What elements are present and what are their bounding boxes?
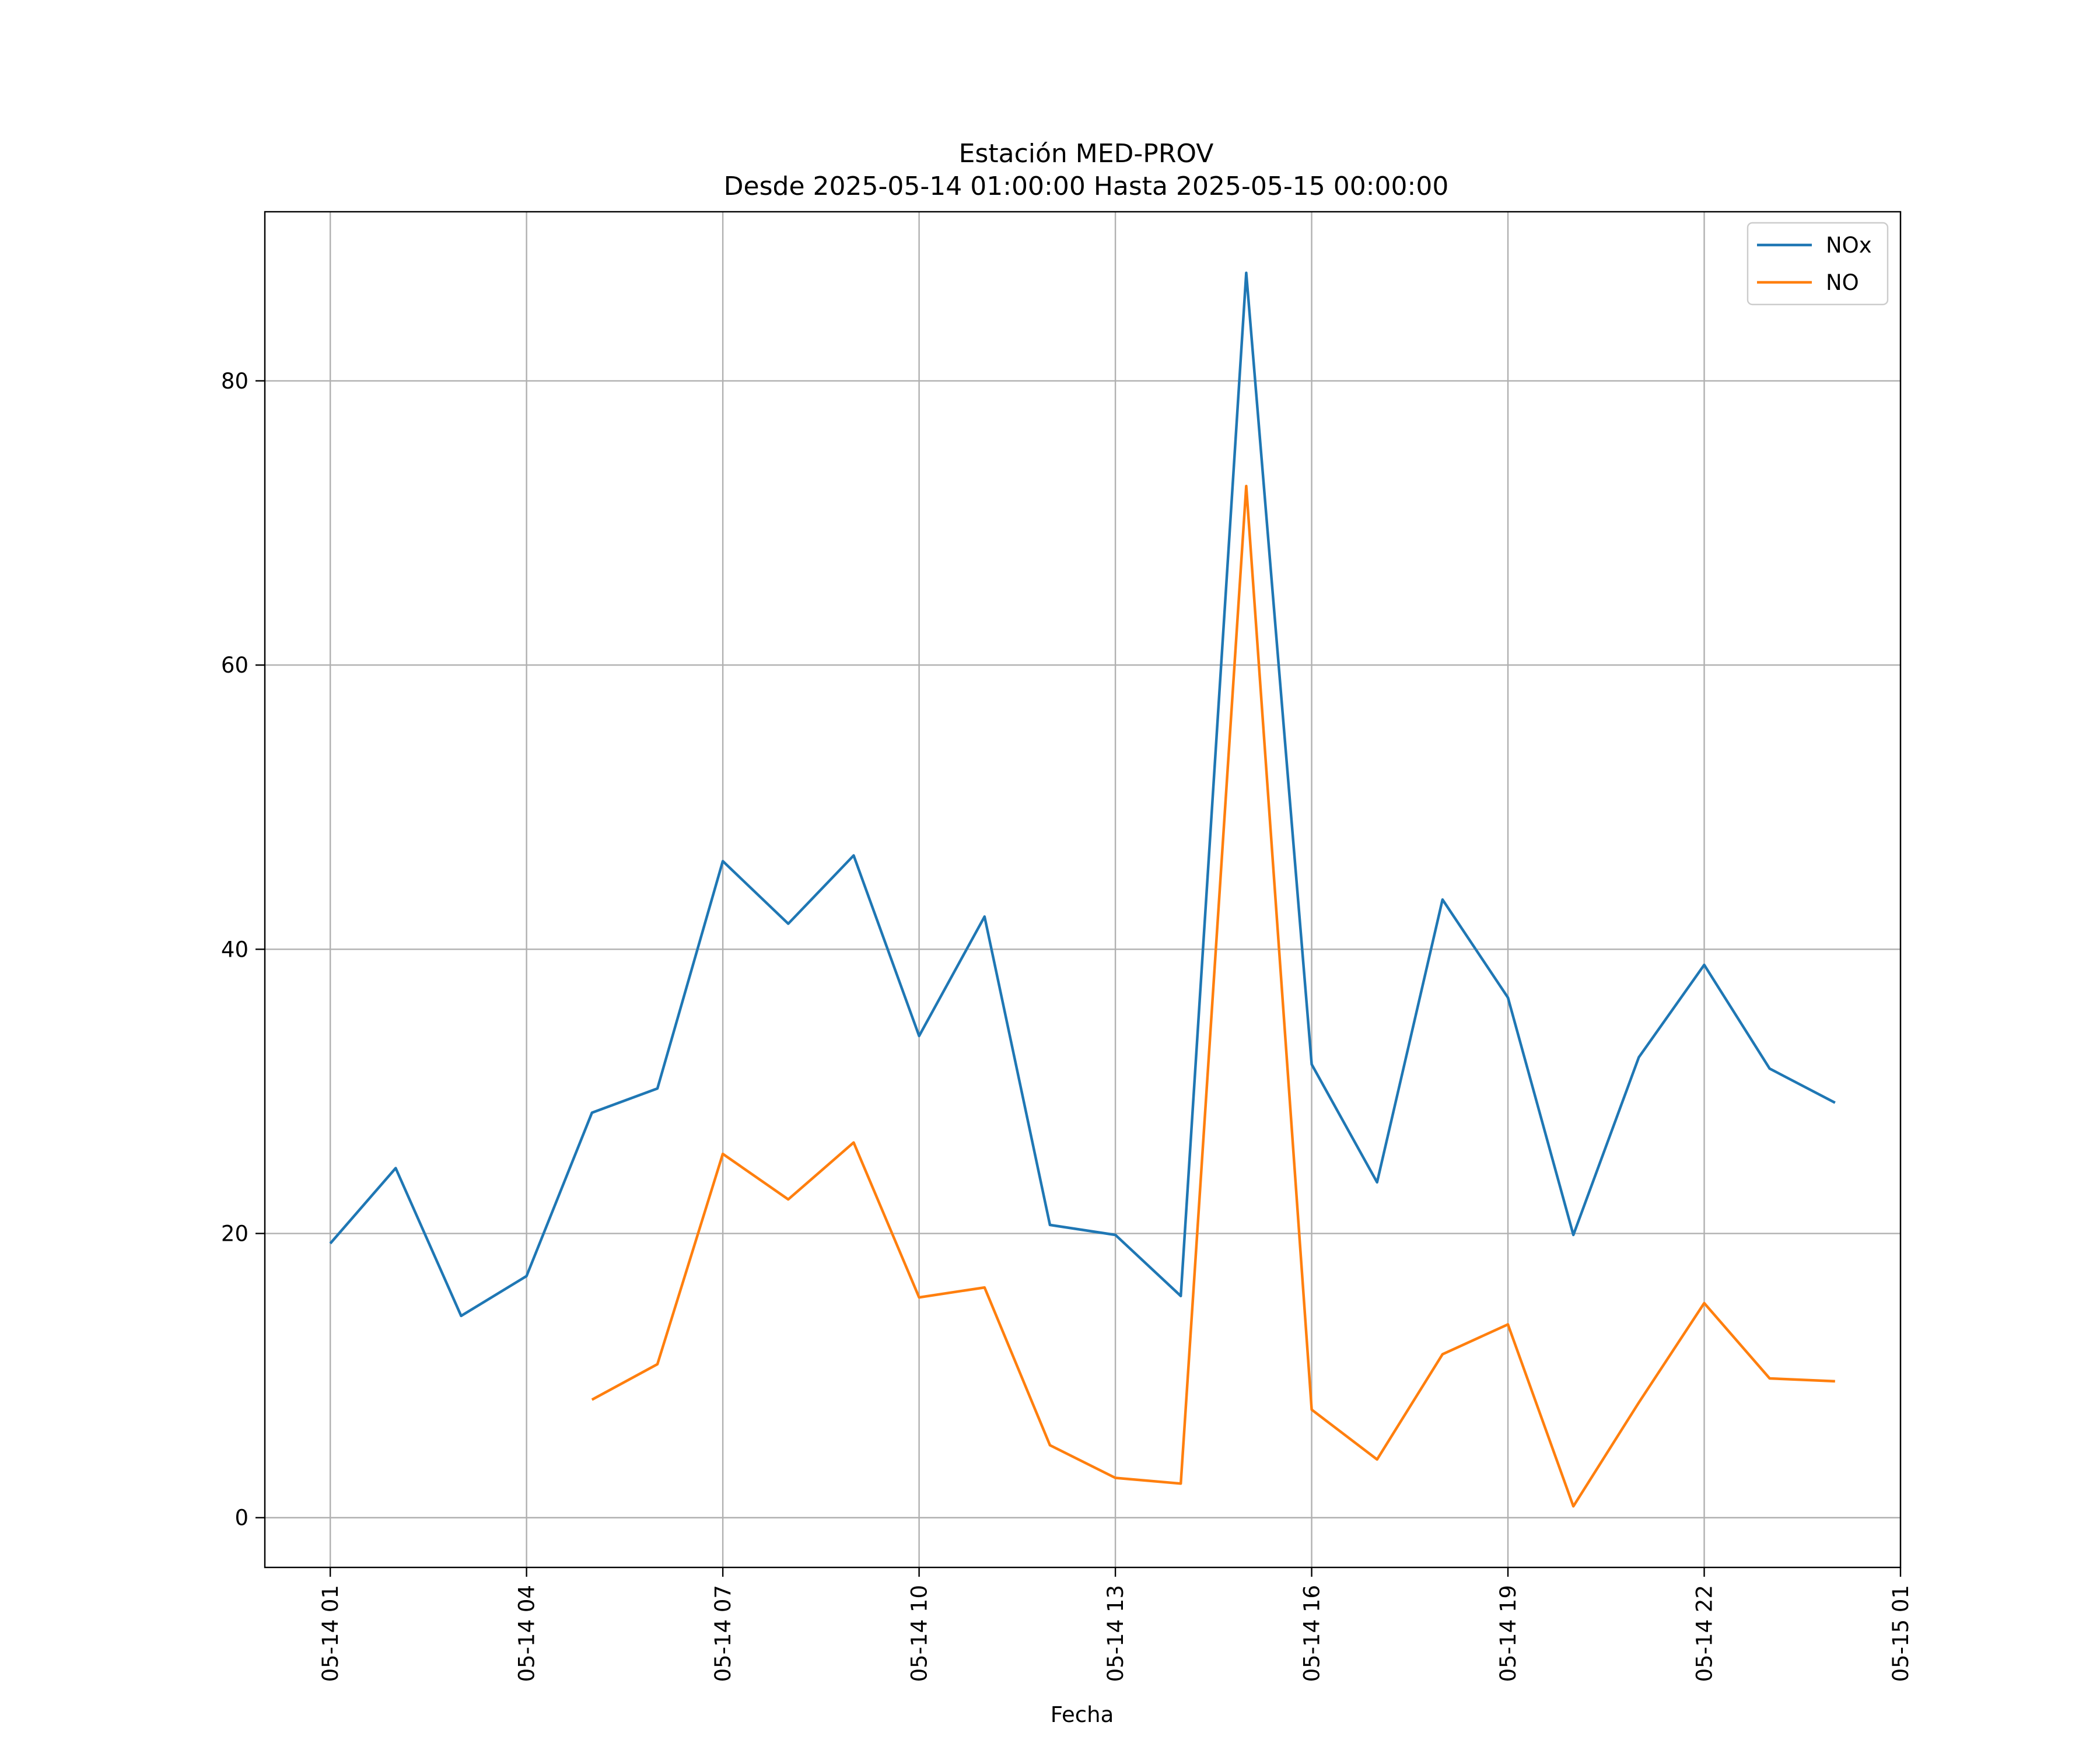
legend: NOx NO — [1746, 222, 1889, 306]
y-tick-label: 40 — [221, 937, 249, 962]
series-line-no — [591, 484, 1835, 1508]
legend-label-nox: NOx — [1826, 233, 1872, 258]
x-tick-label: 05-14 07 — [710, 1585, 736, 1682]
grid-lines — [265, 212, 1902, 1567]
series-lines — [329, 271, 1836, 1508]
x-tick-label: 05-14 22 — [1692, 1585, 1717, 1682]
x-tick-label: 05-14 01 — [318, 1585, 343, 1682]
axis-ticks: 05-14 01 05-14 04 05-14 07 05-14 10 05-14 13… — [221, 369, 1913, 1682]
x-tick-label: 05-14 19 — [1496, 1585, 1521, 1682]
chart-subtitle: Desde 2025-05-14 01:00:00 Hasta 2025-05-… — [724, 172, 1449, 201]
x-tick-label: 05-14 04 — [514, 1585, 540, 1682]
x-tick-label: 05-15 01 — [1888, 1585, 1913, 1682]
x-tick-label: 05-14 10 — [907, 1585, 932, 1682]
plot-frame — [264, 211, 1902, 1569]
x-axis-label: Fecha — [1051, 1702, 1114, 1727]
x-tick-label: 05-14 16 — [1300, 1585, 1325, 1682]
y-tick-label: 20 — [221, 1222, 249, 1247]
y-tick-label: 60 — [221, 653, 249, 678]
y-tick-label: 80 — [221, 369, 249, 394]
chart-title: Estación MED-PROV — [959, 139, 1214, 169]
series-line-nox — [329, 271, 1836, 1318]
y-tick-label: 0 — [235, 1506, 249, 1531]
x-tick-label: 05-14 13 — [1103, 1585, 1128, 1682]
legend-box — [1746, 222, 1889, 306]
legend-label-no: NO — [1826, 270, 1859, 295]
